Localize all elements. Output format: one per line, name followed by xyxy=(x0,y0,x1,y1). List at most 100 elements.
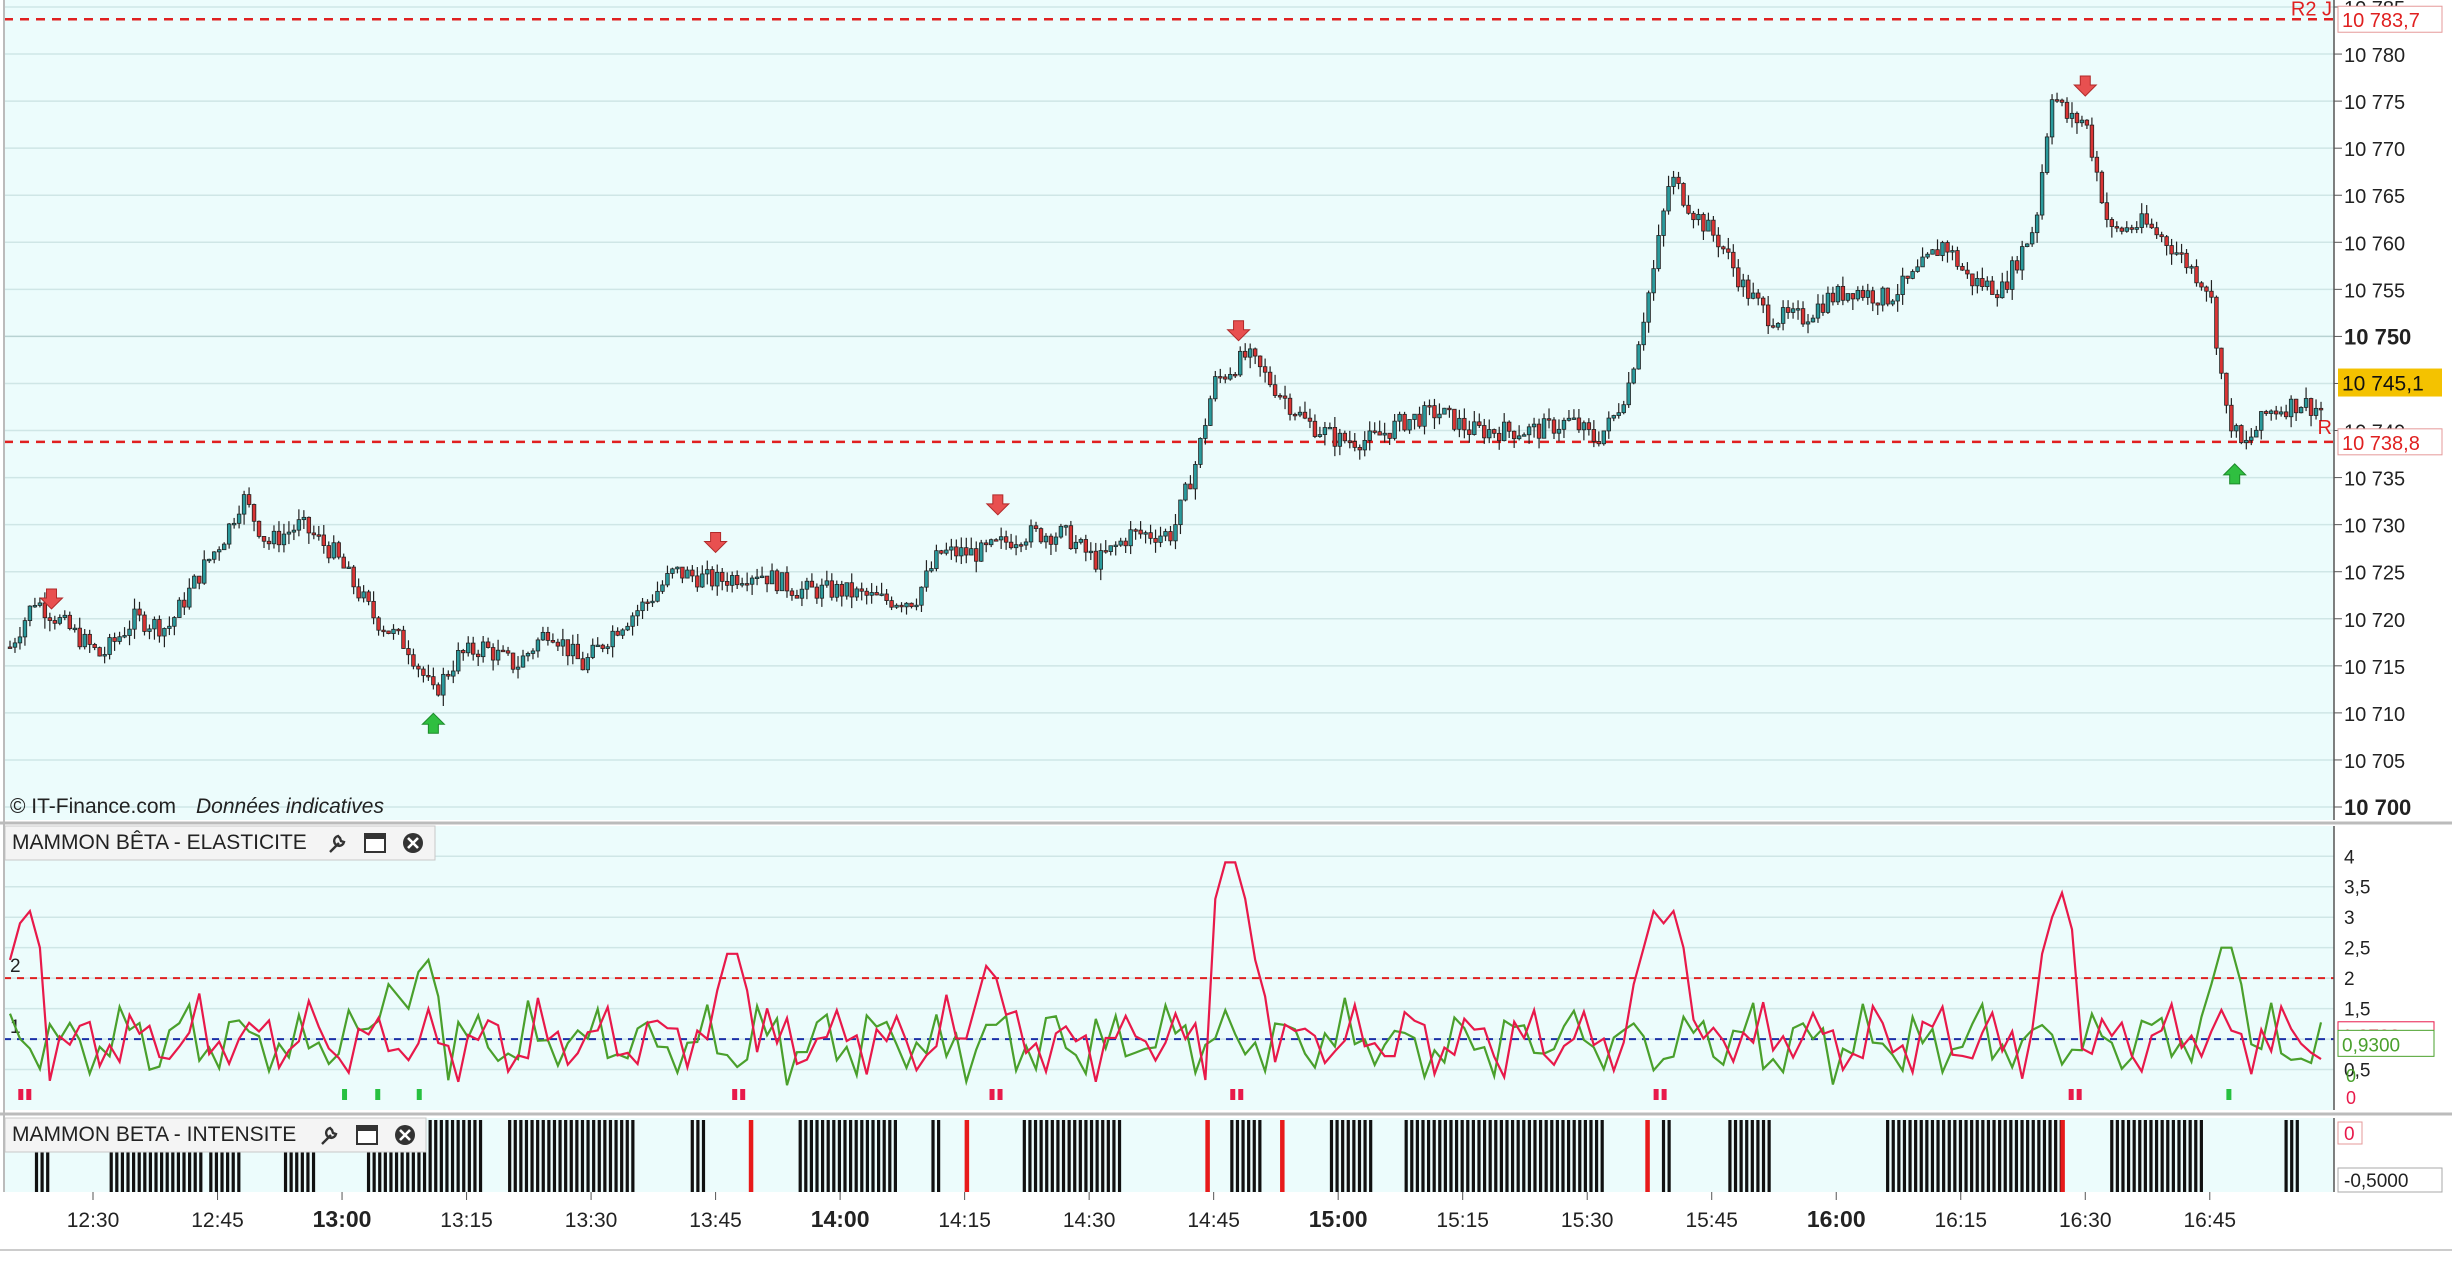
candle-body xyxy=(112,637,117,642)
candle-body xyxy=(2259,411,2264,431)
candle-body xyxy=(1716,234,1721,248)
candle-body xyxy=(1208,398,1213,426)
candle-body xyxy=(401,629,406,649)
candle-body xyxy=(2274,410,2279,415)
candle-body xyxy=(1033,525,1039,530)
candle-body xyxy=(1676,176,1681,184)
candle-body xyxy=(1741,279,1746,288)
intensity-bar xyxy=(1073,1120,1077,1192)
intensity-bar xyxy=(608,1120,613,1192)
candle-body xyxy=(1536,423,1542,439)
candle-body xyxy=(844,582,849,597)
intensity-bar xyxy=(1106,1120,1110,1192)
candle-body xyxy=(1252,348,1258,357)
candle-body xyxy=(1546,418,1552,421)
intensity-bar xyxy=(2026,1120,2030,1192)
candle-body xyxy=(471,642,476,655)
intensity-header: MAMMON BETA - INTENSITE xyxy=(4,1117,427,1153)
time-tick-label: 15:45 xyxy=(1685,1209,1738,1232)
wrench-icon[interactable] xyxy=(329,834,346,853)
candle-body xyxy=(1606,417,1611,432)
elasticity-red-marker xyxy=(26,1089,32,1100)
candle-body xyxy=(1392,420,1397,439)
intensity-bar xyxy=(462,1120,466,1192)
intensity-bar xyxy=(1050,1120,1054,1192)
close-icon[interactable] xyxy=(403,833,423,853)
sell-arrow xyxy=(39,588,64,610)
candle-body xyxy=(949,546,954,551)
candle-body xyxy=(1462,417,1467,431)
level-label: 10 783,7 xyxy=(2342,10,2420,32)
intensity-bar xyxy=(541,1120,545,1192)
intensity-bar xyxy=(2126,1120,2131,1192)
candle-body xyxy=(1243,350,1248,358)
intensity-bar xyxy=(300,1120,304,1192)
intensity-bar xyxy=(2284,1120,2288,1192)
candle-body xyxy=(1561,419,1567,430)
intensity-bar xyxy=(109,1120,113,1192)
candle-body xyxy=(1980,278,1985,288)
intensity-bar xyxy=(1981,1120,1985,1192)
candle-body xyxy=(301,516,307,521)
intensity-bar xyxy=(558,1120,562,1192)
intensity-bar xyxy=(1352,1120,1356,1192)
candle-body xyxy=(2214,296,2219,349)
intensity-bar xyxy=(580,1120,585,1192)
candle-body xyxy=(2224,372,2229,406)
window-icon[interactable] xyxy=(364,833,386,853)
close-icon[interactable] xyxy=(395,1125,415,1145)
price-panel-bg xyxy=(4,0,2334,820)
elasticity-green-marker xyxy=(342,1089,348,1100)
intensity-bar xyxy=(188,1120,192,1192)
candle-body xyxy=(530,650,536,654)
intensity-bar xyxy=(1728,1120,1732,1192)
intensity-bar xyxy=(1258,1120,1262,1192)
intensity-bar xyxy=(1078,1120,1082,1192)
level-tag: R xyxy=(2318,417,2332,439)
candle-body xyxy=(1317,434,1323,437)
candle-body xyxy=(899,604,904,608)
candle-body xyxy=(1427,405,1432,408)
candle-body xyxy=(525,653,531,657)
candle-body xyxy=(1581,422,1587,431)
candle-body xyxy=(700,573,705,588)
intensity-bar xyxy=(171,1120,175,1192)
candle-body xyxy=(1731,251,1736,269)
candle-body xyxy=(794,595,800,599)
candle-body xyxy=(132,608,137,630)
candle-body xyxy=(346,566,351,569)
candle-body xyxy=(2298,406,2304,414)
elasticity-red-marker xyxy=(1238,1089,1244,1100)
intensity-bar xyxy=(2171,1120,2175,1192)
candle-body xyxy=(490,647,496,661)
candle-body xyxy=(1432,405,1437,419)
intensity-bar xyxy=(34,1120,39,1192)
candle-body xyxy=(1860,289,1865,298)
candles xyxy=(7,92,2324,706)
candle-body xyxy=(1043,535,1049,543)
candle-body xyxy=(1277,395,1283,398)
candle-body xyxy=(1586,422,1592,430)
candle-body xyxy=(824,580,830,586)
intensity-bar xyxy=(865,1120,870,1192)
candle-body xyxy=(2144,213,2149,225)
candle-body xyxy=(1790,308,1796,313)
candle-body xyxy=(291,529,297,533)
candle-body xyxy=(670,568,675,574)
intensity-bar xyxy=(226,1120,230,1192)
candle-body xyxy=(2264,411,2269,414)
candle-body xyxy=(1412,413,1417,420)
intensity-bar xyxy=(1329,1120,1334,1192)
candle-body xyxy=(162,628,167,637)
candle-body xyxy=(1183,483,1188,501)
candle-body xyxy=(351,566,356,588)
candle-body xyxy=(720,571,725,582)
window-icon[interactable] xyxy=(356,1125,378,1145)
intensity-bar xyxy=(888,1120,892,1192)
sell-arrow xyxy=(703,531,728,554)
candle-body xyxy=(1377,431,1382,436)
elasticity-tick-label: 4 xyxy=(2344,847,2355,868)
wrench-icon[interactable] xyxy=(321,1126,338,1145)
candle-body xyxy=(550,640,556,643)
intensity-bar xyxy=(40,1120,44,1192)
